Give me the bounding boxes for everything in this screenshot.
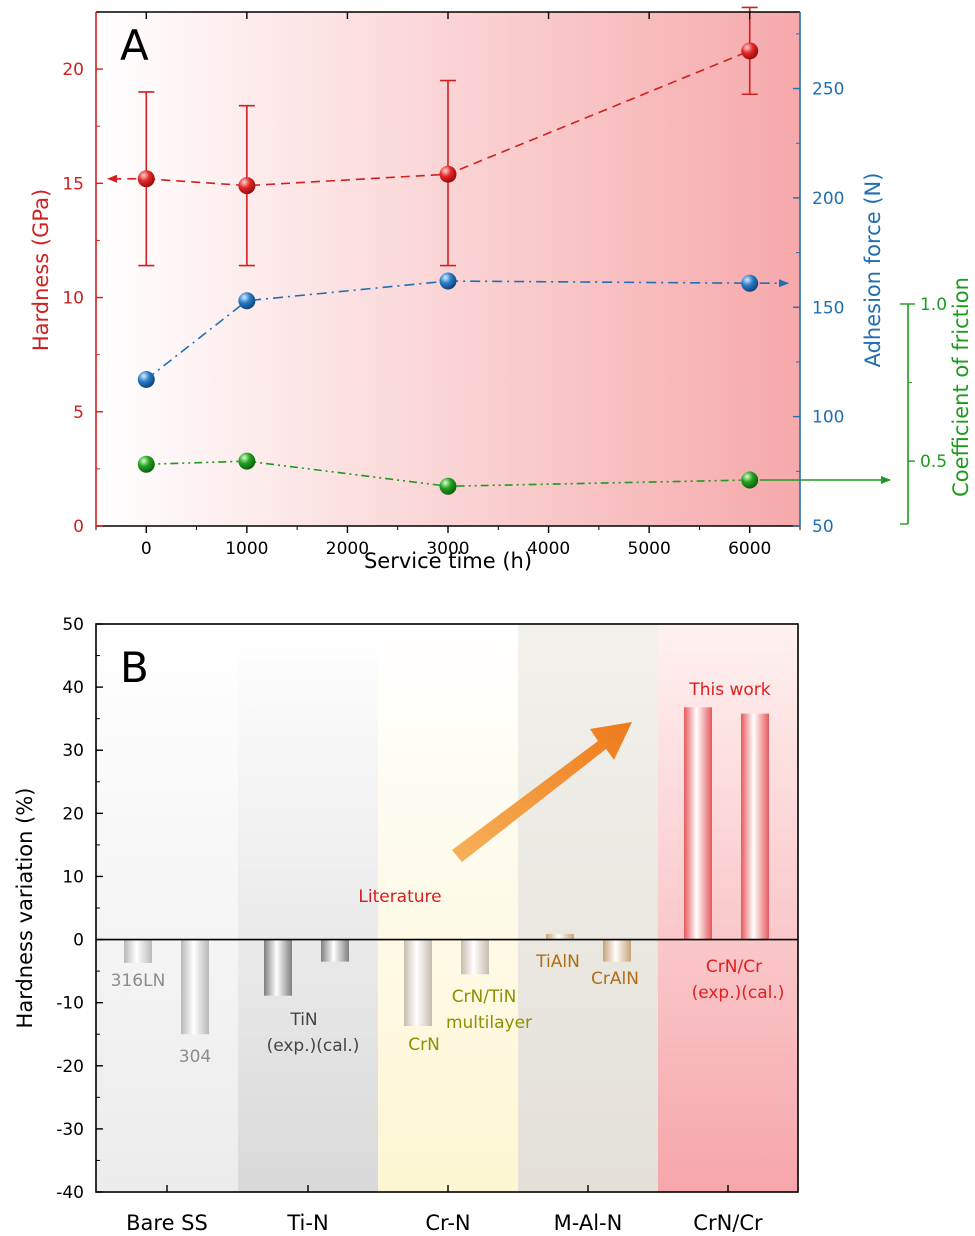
y-tick-label: -30 — [56, 1120, 84, 1140]
label-tin-exp-cal: (exp.)(cal.) — [267, 1036, 360, 1056]
x-tick-label: 2000 — [326, 539, 369, 559]
panel-a-label: A — [120, 21, 149, 70]
y-tick-label: -40 — [56, 1183, 84, 1203]
panel-a: 0 1000 2000 3000 4000 5000 6000 0 5 10 15 20 50 100 15… — [29, 6, 973, 573]
adhesion-tick-label: 200 — [812, 189, 844, 209]
bar-ti-n — [321, 939, 349, 962]
category-cr-n: Cr-N — [425, 1211, 470, 1235]
label-316ln: 316LN — [111, 971, 166, 991]
friction-data-point — [238, 452, 256, 470]
adhesion-data-point — [238, 292, 256, 310]
panel-b-axes: 50 40 30 20 10 0 -10 -20 -30 -40 — [56, 615, 799, 1203]
cr-n-band — [378, 624, 518, 1192]
y-tick-label: 40 — [62, 678, 84, 698]
hardness-data-point — [238, 177, 256, 195]
hardness-data-point — [439, 165, 457, 183]
panel-b-label: B — [120, 643, 149, 692]
adhesion-axis-label: Adhesion force (N) — [861, 173, 885, 368]
friction-series-line — [146, 460, 750, 488]
friction-data-point — [137, 455, 155, 473]
bar-cr-n — [461, 939, 489, 975]
friction-tick-label: 0.5 — [920, 452, 947, 472]
category-m-al-n: M-Al-N — [554, 1211, 623, 1235]
y-tick-label: 30 — [62, 741, 84, 761]
hardness-tick-label: 0 — [73, 517, 84, 537]
y-tick-label: 20 — [62, 804, 84, 824]
m-al-n-band — [518, 624, 658, 1192]
friction-tick-label: 1.0 — [920, 295, 947, 315]
adhesion-tick-label: 100 — [812, 408, 844, 428]
panel-a-x-axis-label: Service time (h) — [364, 549, 532, 573]
adhesion-series-line — [145, 280, 750, 381]
label-cralN: CrAlN — [591, 969, 639, 989]
category-ti-n: Ti-N — [286, 1211, 328, 1235]
x-tick-label: 0 — [141, 539, 152, 559]
hardness-tick-label: 15 — [62, 174, 84, 194]
panel-a-axes: 0 1000 2000 3000 4000 5000 6000 0 5 10 15 20 50 100 15… — [62, 11, 947, 559]
x-tick-label: 4000 — [527, 539, 570, 559]
panel-a-series — [107, 6, 891, 495]
hardness-tick-label: 10 — [62, 289, 84, 309]
y-tick-label: 0 — [73, 931, 84, 951]
adhesion-data-point — [741, 274, 759, 292]
friction-data-point — [439, 477, 457, 495]
hardness-axis-label: Hardness (GPa) — [29, 189, 53, 351]
trend-arrow-icon — [452, 722, 632, 862]
bar-cr-n — [404, 939, 432, 1027]
y-tick-label: 10 — [62, 867, 84, 887]
bar-crn-cr — [741, 713, 769, 940]
hardness-data-point — [741, 42, 759, 60]
panel-b-y-axis-label: Hardness variation (%) — [13, 788, 37, 1029]
ti-n-band — [238, 624, 378, 1192]
hardness-series-line — [146, 50, 751, 187]
adhesion-data-point — [137, 370, 155, 388]
panel-b-group-backgrounds — [96, 624, 798, 1192]
panel-b-bars — [124, 707, 769, 1035]
y-tick-label: -20 — [56, 1057, 84, 1077]
adhesion-tick-label: 50 — [812, 517, 834, 537]
friction-axis-label: Coefficient of friction — [949, 277, 973, 497]
hardness-tick-label: 5 — [73, 403, 84, 423]
y-tick-label: 50 — [62, 615, 84, 635]
hardness-data-point — [137, 170, 155, 188]
adhesion-tick-label: 250 — [812, 80, 844, 100]
label-crn-cr: CrN/Cr — [706, 957, 762, 977]
label-this-work: This work — [688, 680, 770, 700]
label-tialn: TiAlN — [535, 952, 580, 972]
hardness-tick-label: 20 — [62, 60, 84, 80]
bar-bare-ss — [124, 939, 152, 963]
bar-bare-ss — [181, 939, 209, 1035]
label-crn-cr-exp-cal: (exp.)(cal.) — [692, 983, 785, 1003]
adhesion-tick-label: 150 — [812, 298, 844, 318]
bar-ti-n — [264, 939, 292, 996]
crn-cr-band — [658, 624, 798, 1192]
bar-m-al-n — [546, 933, 574, 940]
label-literature: Literature — [358, 887, 441, 907]
x-tick-label: 5000 — [628, 539, 671, 559]
label-304: 304 — [179, 1047, 211, 1067]
x-tick-label: 1000 — [225, 539, 268, 559]
adhesion-data-point — [439, 272, 457, 290]
label-tin: TiN — [289, 1010, 317, 1030]
category-crn-cr: CrN/Cr — [693, 1211, 763, 1235]
bar-m-al-n — [603, 939, 631, 962]
panel-b: 50 40 30 20 10 0 -10 -20 -30 -40 B Hardness varia… — [13, 615, 799, 1235]
y-tick-label: -10 — [56, 994, 84, 1014]
bar-crn-cr — [684, 707, 712, 940]
bare-ss-band — [96, 624, 238, 1192]
label-crn-tin: CrN/TiN — [452, 987, 517, 1007]
label-crn: CrN — [408, 1035, 440, 1055]
category-bare-ss: Bare SS — [126, 1211, 208, 1235]
label-multilayer: multilayer — [446, 1013, 532, 1033]
x-tick-label: 6000 — [728, 539, 771, 559]
friction-data-point — [741, 471, 759, 489]
x-tick-label: 3000 — [426, 539, 469, 559]
